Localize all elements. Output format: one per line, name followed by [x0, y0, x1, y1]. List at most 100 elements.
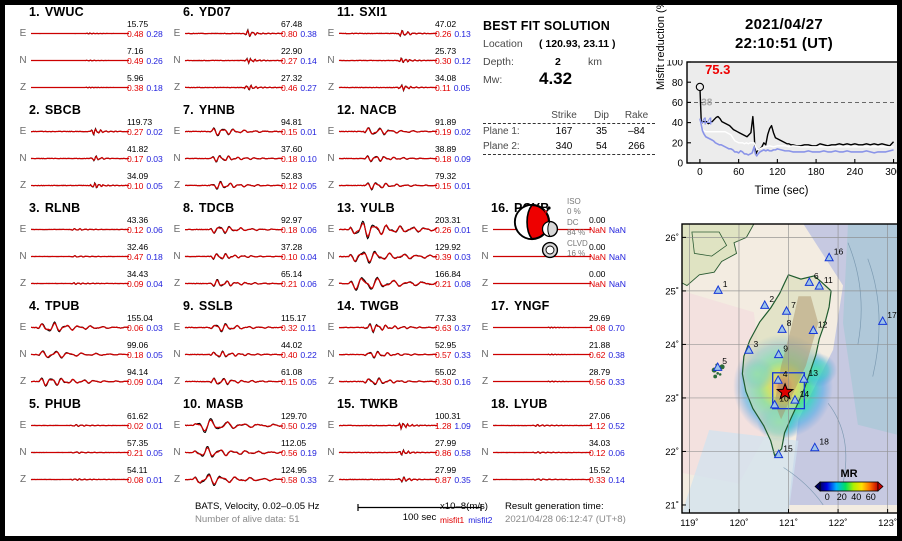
amplitude-value: 100.31: [435, 411, 461, 421]
amplitude-value: 41.82: [127, 144, 149, 154]
misfit-values: 0.49 0.26: [127, 56, 163, 66]
mainland-interior-detail: [691, 231, 728, 257]
trace-row: E 119.73 0.27 0.02: [17, 117, 172, 145]
station-column-1: 1. VWUC E 15.75 0.48 0.28 N 7.16 0.49 0.26 Z 5.96 0.…: [17, 5, 172, 497]
misfit1-value: 0.12: [127, 224, 144, 235]
station-title: 13. YULB: [325, 201, 480, 216]
amplitude-value: 15.52: [589, 465, 611, 475]
y-tick-label: 40: [672, 118, 684, 129]
table-header-row: Strike Dip Rake: [483, 110, 655, 123]
amplitude-value: 124.95: [281, 465, 307, 475]
trace-row: Z 27.32 0.46 0.27: [171, 73, 326, 101]
waveform-plot: [30, 412, 130, 439]
colorbar-tick-label: 40: [851, 492, 861, 502]
misfit-values: 0.39 0.03: [435, 252, 471, 262]
waveform-plot: [492, 341, 592, 368]
misfit1-value: 0.12: [589, 447, 606, 458]
amplitude-value: 52.83: [281, 171, 303, 181]
misfit-values: NaN NaN: [589, 225, 626, 235]
misfit2-value: 0.06: [146, 224, 163, 235]
synthetic-trace: [184, 253, 284, 260]
amplitude-value: 203.31: [435, 215, 461, 225]
waveform-plot: [338, 145, 438, 172]
synthetic-trace: [30, 322, 130, 332]
misfit1-value: 0.33: [589, 474, 606, 485]
chart-background: [687, 62, 897, 163]
trace-row: N 44.02 0.40 0.22: [171, 340, 326, 368]
annotation-75.3: 75.3: [705, 62, 730, 77]
synthetic-trace: [31, 378, 130, 387]
amplitude-value: 91.89: [435, 117, 457, 127]
station-block: 17. YNGF E 29.69 1.08 0.70 N 21.88 0.62 0.38 Z 28.7…: [479, 299, 634, 397]
waveform-plot: [184, 368, 284, 395]
misfit2-value: 0.37: [454, 322, 471, 333]
component-label: Z: [19, 474, 27, 485]
station-title: 4. TPUB: [17, 299, 172, 314]
misfit-values: 1.12 0.52: [589, 421, 625, 431]
trace-row: E 115.17 0.32 0.11: [171, 313, 326, 341]
trace-row: Z 166.84 0.21 0.08: [325, 269, 480, 297]
misfit-values: 0.15 0.01: [435, 181, 471, 191]
station-number: 7.: [183, 103, 194, 117]
misfit2-value: 0.28: [146, 28, 163, 39]
misfit2-value: 0.05: [146, 447, 163, 458]
waveform-plot: [492, 314, 592, 341]
plane2-rake: 266: [628, 141, 645, 152]
trench-lines: [783, 242, 880, 506]
station-name: TWKB: [359, 397, 399, 411]
misfit1-value: 0.19: [435, 126, 452, 137]
station-number: 11.: [337, 5, 355, 19]
misfit-reduction-chart: Misfit reduction (%) 0 20 40 60 80 100 0 60 120 1…: [655, 5, 897, 208]
synthetic-trace: [492, 380, 591, 383]
map-station-label: 4: [783, 369, 788, 379]
amplitude-value: 5.96: [127, 73, 144, 83]
misfit-values: 0.26 0.01: [435, 225, 471, 235]
misfit-values: 0.38 0.18: [127, 83, 163, 93]
component-label: N: [173, 349, 181, 360]
synthetic-trace: [338, 449, 438, 456]
misfit1-value: 0.18: [435, 153, 452, 164]
component-label: Z: [327, 82, 335, 93]
misfit-values: NaN NaN: [589, 252, 626, 262]
clvd-name: CLVD: [567, 239, 588, 248]
component-label: Z: [173, 278, 181, 289]
misfit1-value: 0.56: [281, 447, 298, 458]
misfit2-value: 0.09: [454, 153, 471, 164]
observed-trace: [338, 276, 438, 291]
component-label: E: [19, 126, 27, 137]
trace-row: N 99.06 0.18 0.05: [17, 340, 172, 368]
component-label: Z: [173, 376, 181, 387]
amplitude-value: 129.70: [281, 411, 307, 421]
map-graticule: [682, 224, 897, 513]
misfit2-value: NaN: [608, 278, 626, 289]
waveform-plot: [184, 314, 284, 341]
misfit-values: 0.30 0.16: [435, 377, 471, 387]
decomp-row-clvd: CLVD 16 %: [541, 239, 661, 260]
map-station-label: 15: [783, 443, 793, 453]
waveform-plot: [184, 243, 284, 270]
component-label: E: [327, 126, 335, 137]
misfit2-value: 0.33: [454, 349, 471, 360]
lon-tick-label: 122˚: [829, 518, 848, 529]
series-misfit-black: [699, 86, 895, 155]
waveform-plot: [184, 270, 284, 297]
misfit-values: 1.08 0.70: [589, 323, 625, 333]
station-number: 12.: [337, 103, 355, 117]
misfit1-value: 0.50: [281, 420, 298, 431]
misfit1-value: 0.39: [435, 251, 452, 262]
synthetic-trace: [338, 251, 438, 263]
station-block: 14. TWGB E 77.33 0.63 0.37 N 52.95 0.57 0.33 Z 55.0…: [325, 299, 480, 397]
station-block: 10. MASB E 129.70 0.50 0.29 N 112.05 0.56 0.19 Z 12…: [171, 397, 326, 495]
epicenter-star: [775, 382, 795, 400]
misfit1-value: 0.15: [281, 126, 298, 137]
amplitude-value: 99.06: [127, 340, 149, 350]
amplitude-value: 94.81: [281, 117, 303, 127]
magnitude-label: Mw:: [483, 74, 503, 86]
map-station-marker: 17: [877, 310, 897, 325]
annotation-38: 38: [701, 97, 713, 108]
synthetic-trace: [338, 422, 438, 431]
misfit-values: 0.10 0.05: [127, 181, 163, 191]
misfit-values: 0.10 0.04: [281, 252, 317, 262]
amplitude-value: 22.90: [281, 46, 303, 56]
misfit-values: 0.15 0.01: [281, 127, 317, 137]
